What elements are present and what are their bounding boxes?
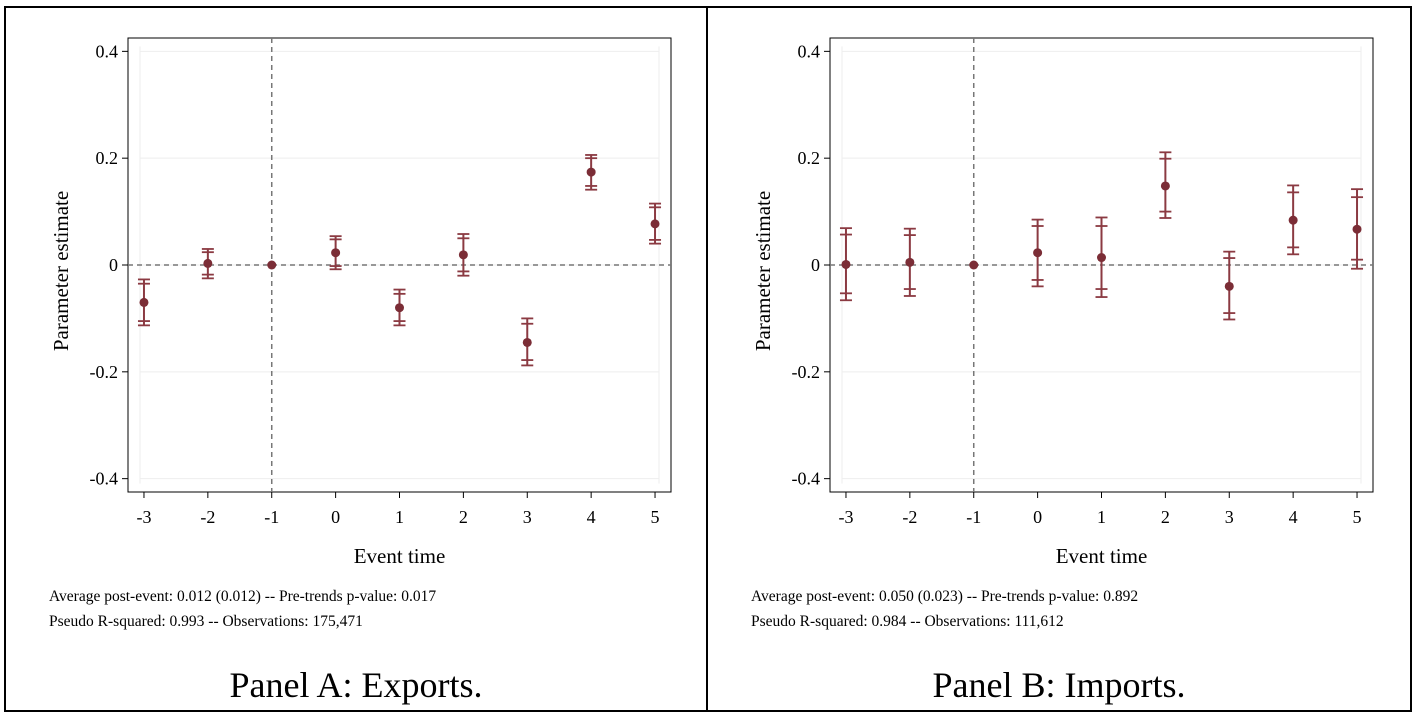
panel-a-x-tick-label: -1	[264, 507, 279, 527]
panel-a-estimate-point	[267, 260, 277, 270]
panel-a-y-axis-title: Parameter estimate	[49, 191, 73, 351]
panel-b-note-1: Average post-event: 0.050 (0.023) -- Pre…	[751, 588, 1139, 605]
panel-a-estimate-point	[139, 297, 149, 307]
panel-a-estimate-point	[586, 167, 596, 177]
panel-b-caption: Panel B: Imports.	[932, 665, 1186, 705]
panel-b-y-tick-label: -0.4	[792, 469, 821, 489]
panel-a-y-tick-label: 0	[109, 255, 118, 275]
panel-b-estimate-point	[1097, 253, 1106, 263]
panel-a-x-tick-label: -3	[136, 507, 151, 527]
panel-a-x-tick-label: 1	[395, 507, 404, 527]
panel-b-y-tick-label: 0.4	[798, 41, 821, 61]
panel-b-estimate-point	[905, 257, 915, 267]
panel-a-estimate-point	[522, 337, 532, 347]
panel-b-x-tick-label: -1	[966, 507, 981, 527]
panel-b-x-tick-label: 0	[1033, 507, 1042, 527]
panel-b-y-tick-label: 0	[811, 255, 820, 275]
panel-b-estimate-point	[1033, 248, 1043, 258]
panel-b-plot: 0.4 0.2 0 -0.2 -0.4 -3 -2 -1 0 1 2 3 4 5 Event time Par…	[751, 37, 1374, 568]
panel-a-estimate-point	[650, 219, 660, 229]
panel-a-note-1: Average post-event: 0.012 (0.012) -- Pre…	[49, 588, 437, 605]
panel-a-caption: Panel A: Exports.	[229, 665, 483, 705]
panel-a-y-tick-label: -0.4	[90, 469, 119, 489]
panel-b-estimate-point	[1160, 181, 1170, 191]
panel-a-y-tick-label: 0.2	[96, 148, 119, 168]
panel-a-x-axis-title: Event time	[354, 544, 446, 568]
panel-b: 0.4 0.2 0 -0.2 -0.4 -3 -2 -1 0 1 2 3 4 5 Event time Par…	[706, 6, 1412, 712]
panel-b-y-axis-title: Parameter estimate	[751, 191, 775, 351]
panel-b-estimate-point	[1288, 215, 1298, 225]
panel-a-x-tick-label: -2	[200, 507, 215, 527]
panel-b-estimate-point	[841, 259, 851, 269]
panel-a-x-tick-label: 5	[651, 507, 660, 527]
panel-b-note-2: Pseudo R-squared: 0.984 -- Observations:…	[751, 613, 1064, 630]
panel-a-estimate-point	[331, 248, 341, 258]
panel-a-plot: 0.4 0.2 0 -0.2 -0.4 -3 -2 -1 0 1 2 3 4 5 Event time Par…	[49, 37, 672, 568]
panel-a-y-tick-label: 0.4	[96, 41, 119, 61]
panel-a-x-tick-label: 2	[459, 507, 468, 527]
panel-a: 0.4 0.2 0 -0.2 -0.4 -3 -2 -1 0 1 2 3 4 5 Event time Par…	[4, 6, 708, 712]
panel-b-x-tick-label: -3	[838, 507, 853, 527]
panel-b-x-tick-label: 1	[1097, 507, 1106, 527]
panel-a-y-tick-label: -0.2	[90, 362, 119, 382]
panel-b-x-tick-label: 3	[1225, 507, 1234, 527]
panel-b-x-tick-label: 5	[1353, 507, 1362, 527]
panel-a-x-tick-label: 4	[587, 507, 596, 527]
panel-b-x-axis-title: Event time	[1056, 544, 1148, 568]
panel-a-x-tick-label: 3	[523, 507, 532, 527]
panel-a-note-2: Pseudo R-squared: 0.993 -- Observations:…	[49, 613, 363, 630]
panel-b-estimate-point	[1352, 224, 1362, 234]
panel-b-x-tick-label: -2	[902, 507, 917, 527]
panel-b-estimate-point	[969, 260, 979, 270]
panel-a-estimate-point	[203, 258, 213, 268]
panel-b-y-tick-label: 0.2	[798, 148, 821, 168]
panel-a-estimate-point	[395, 303, 404, 313]
panel-b-estimate-point	[1224, 281, 1234, 291]
panel-a-estimate-point	[458, 250, 468, 260]
panel-a-x-tick-label: 0	[331, 507, 340, 527]
panel-b-x-tick-label: 2	[1161, 507, 1170, 527]
panel-b-x-tick-label: 4	[1289, 507, 1298, 527]
panel-b-y-tick-label: -0.2	[792, 362, 821, 382]
